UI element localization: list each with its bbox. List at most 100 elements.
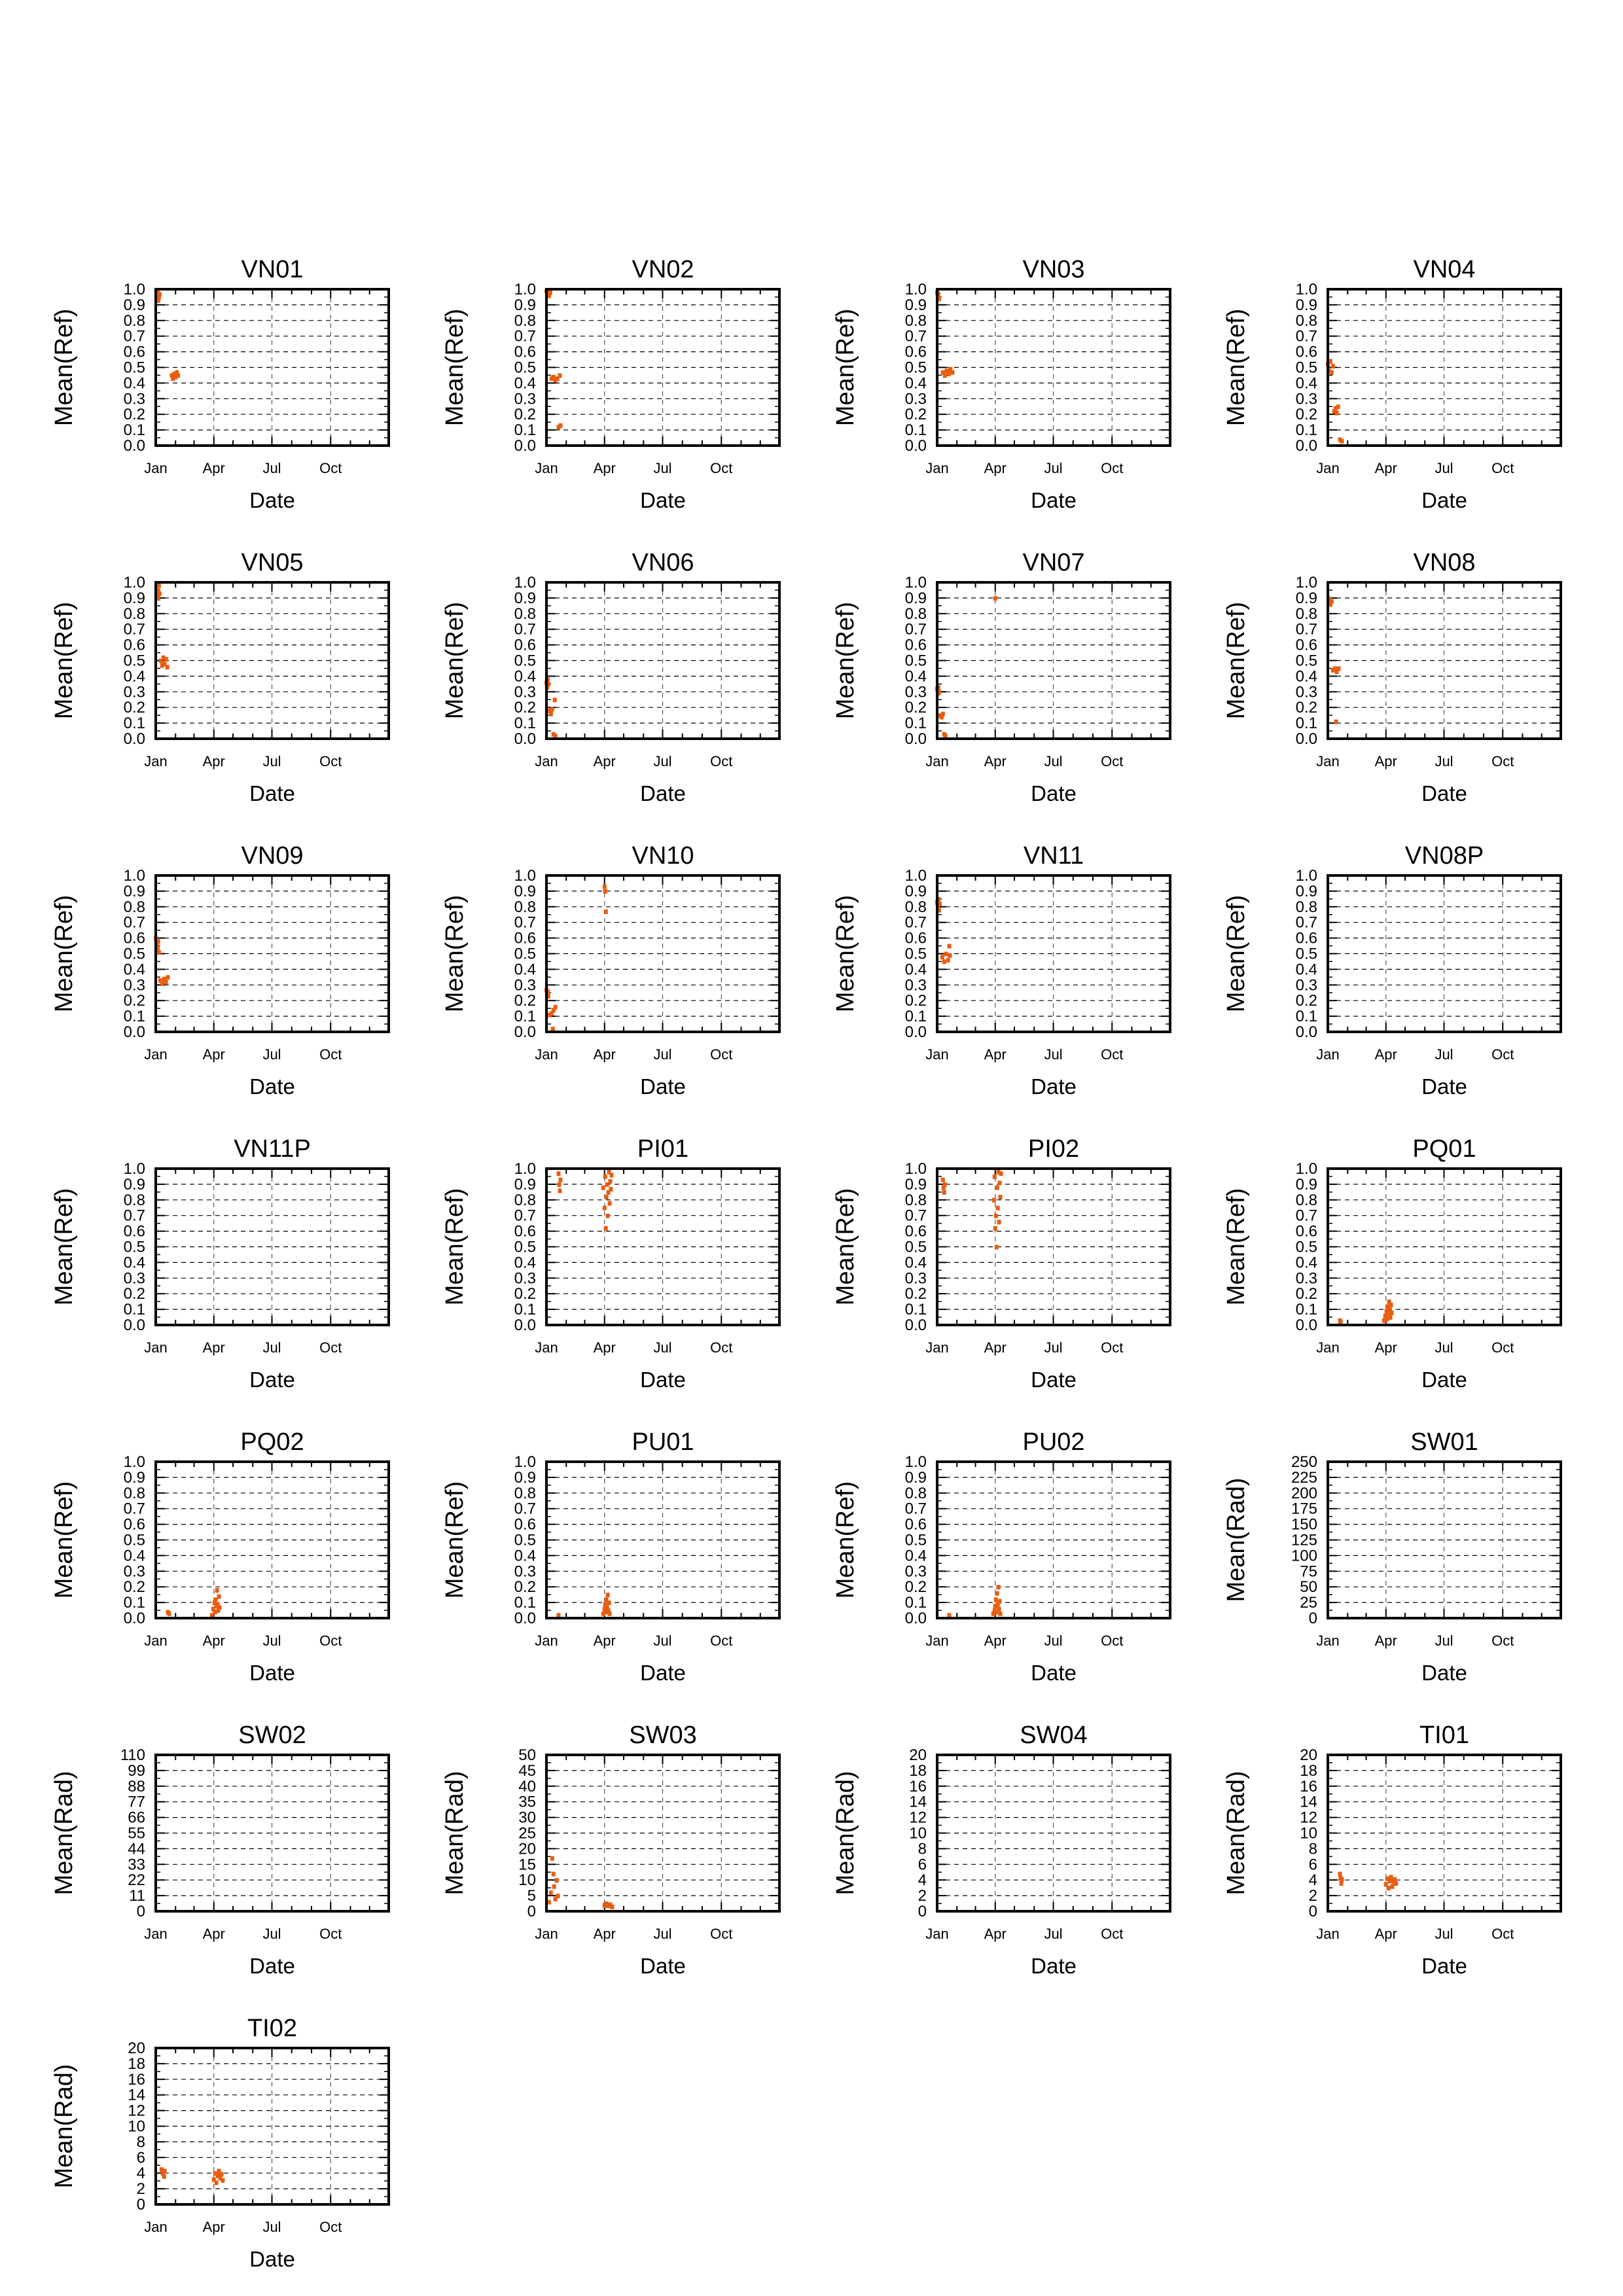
y-tick-label: 10 xyxy=(128,2118,145,2136)
y-tick-label: 0.1 xyxy=(1296,421,1317,439)
data-point xyxy=(156,298,160,303)
data-point xyxy=(942,1182,947,1187)
subplot-title: VN07 xyxy=(1022,549,1084,576)
subplot-title: PQ02 xyxy=(240,1428,304,1456)
y-tick-label: 0.4 xyxy=(514,1254,536,1271)
y-tick-label: 0.1 xyxy=(514,1594,536,1612)
x-axis-label: Date xyxy=(1421,781,1467,805)
y-axis-label: Mean(Ref) xyxy=(441,309,469,427)
x-tick-label: Jul xyxy=(1435,1633,1453,1649)
y-tick-label: 0.4 xyxy=(1296,374,1317,392)
data-point xyxy=(1328,602,1332,607)
data-point xyxy=(558,1177,563,1182)
y-tick-label: 0.0 xyxy=(124,1023,145,1041)
x-tick-label: Oct xyxy=(319,1926,342,1942)
data-point xyxy=(1385,1316,1389,1322)
plot-frame xyxy=(1327,1167,1562,1326)
data-point xyxy=(216,1608,221,1614)
y-tick-label: 0.5 xyxy=(124,652,145,670)
x-axis-label: Date xyxy=(249,781,295,805)
y-tick-label: 0.0 xyxy=(905,1316,927,1334)
subplot-vn07: VN07 0.00.10.20.30.40.50.60.70.80.91.0 Jan… xyxy=(832,549,1171,805)
plot-frame xyxy=(1327,581,1562,740)
data-point xyxy=(1328,359,1332,364)
y-tick-label: 0.1 xyxy=(905,1301,927,1318)
y-tick-label: 0.2 xyxy=(124,699,145,716)
data-point xyxy=(993,1213,998,1218)
data-point xyxy=(162,662,167,667)
x-tick-label: Oct xyxy=(1101,460,1123,476)
subplot-pq01: PQ01 0.00.10.20.30.40.50.60.70.80.91.0 Jan… xyxy=(1222,1135,1562,1392)
y-tick-label: 10 xyxy=(909,1825,927,1843)
data-point xyxy=(1385,1304,1390,1309)
data-point xyxy=(156,294,161,300)
y-tick-label: 0.2 xyxy=(124,406,145,423)
data-point xyxy=(1387,1299,1391,1305)
data-point xyxy=(942,373,947,378)
x-tick-label: Jul xyxy=(1435,1046,1453,1063)
data-point xyxy=(552,698,557,703)
y-tick-label: 1.0 xyxy=(905,281,927,298)
x-tick-label: Jan xyxy=(1316,1046,1339,1063)
y-tick-label: 0.1 xyxy=(905,421,927,439)
data-point xyxy=(160,981,164,986)
y-tick-label: 8 xyxy=(137,2133,145,2151)
x-tick-label: Apr xyxy=(984,1926,1007,1942)
y-tick-label: 0.7 xyxy=(905,1500,927,1518)
y-tick-label: 0.5 xyxy=(124,945,145,963)
x-tick-label: Jul xyxy=(1044,460,1062,476)
y-tick-label: 1.0 xyxy=(1296,1160,1317,1178)
y-axis-label: Mean(Ref) xyxy=(1222,895,1250,1013)
x-tick-label: Jul xyxy=(653,1046,671,1063)
x-tick-label: Jan xyxy=(535,460,558,476)
y-tick-label: 1.0 xyxy=(514,574,536,592)
y-axis-label: Mean(Ref) xyxy=(441,1188,469,1306)
data-point xyxy=(1389,1302,1393,1307)
x-tick-label: Oct xyxy=(319,460,342,476)
x-tick-label: Jul xyxy=(1044,753,1062,769)
y-tick-label: 0.8 xyxy=(514,1192,536,1209)
y-tick-label: 2 xyxy=(918,1887,927,1905)
y-tick-label: 0.4 xyxy=(1296,667,1317,685)
y-tick-label: 0.6 xyxy=(1296,344,1317,361)
data-point xyxy=(212,1600,217,1606)
y-tick-label: 0.7 xyxy=(1296,1207,1317,1225)
y-tick-label: 77 xyxy=(128,1793,145,1811)
x-tick-label: Oct xyxy=(710,1633,732,1649)
y-tick-label: 0.7 xyxy=(514,1500,536,1518)
data-point xyxy=(995,1205,1000,1210)
x-tick-label: Jul xyxy=(262,460,281,476)
y-tick-label: 0.7 xyxy=(514,328,536,345)
y-tick-label: 0.6 xyxy=(905,344,927,361)
data-point xyxy=(169,373,174,378)
y-tick-label: 0.9 xyxy=(905,1176,927,1193)
data-point xyxy=(997,1220,1001,1225)
subplot-title: VN09 xyxy=(241,842,303,870)
plot-frame xyxy=(154,1460,390,1619)
y-tick-label: 0.8 xyxy=(124,312,145,330)
y-tick-label: 0.7 xyxy=(905,1207,927,1225)
data-point xyxy=(546,1899,551,1905)
y-tick-label: 1.0 xyxy=(514,1453,536,1471)
x-tick-label: Jul xyxy=(262,2219,281,2235)
y-tick-label: 1.0 xyxy=(905,574,927,592)
y-tick-label: 1.0 xyxy=(1296,867,1317,885)
y-tick-label: 0.1 xyxy=(514,715,536,732)
data-point xyxy=(546,682,550,687)
data-point xyxy=(993,1603,997,1608)
data-point xyxy=(160,663,164,668)
data-point xyxy=(603,1602,607,1607)
x-tick-label: Jul xyxy=(262,753,281,769)
x-tick-label: Apr xyxy=(203,1633,225,1649)
y-tick-label: 0.2 xyxy=(905,1578,927,1596)
y-tick-label: 14 xyxy=(128,2087,145,2104)
x-tick-label: Jul xyxy=(1044,1046,1062,1063)
y-tick-label: 0.6 xyxy=(124,930,145,947)
y-tick-label: 0.5 xyxy=(1296,1239,1317,1256)
x-tick-label: Apr xyxy=(1375,1633,1397,1649)
y-tick-label: 0.7 xyxy=(905,914,927,932)
y-tick-label: 0.2 xyxy=(514,699,536,716)
data-point xyxy=(167,1611,171,1616)
y-tick-label: 0.1 xyxy=(124,715,145,732)
